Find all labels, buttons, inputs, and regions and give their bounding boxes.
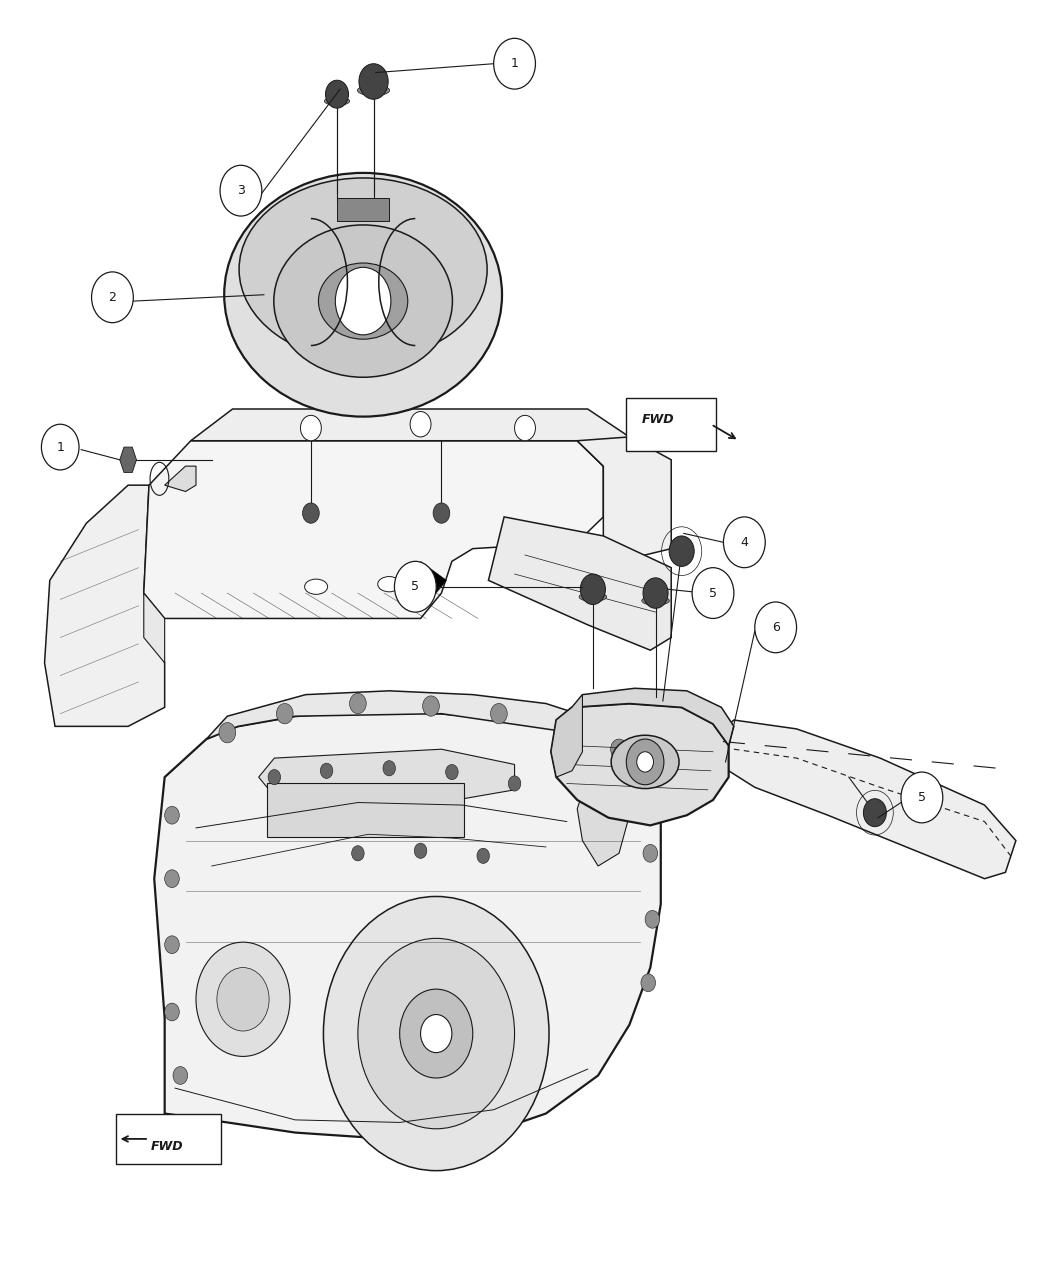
Circle shape (173, 1067, 188, 1084)
Polygon shape (488, 516, 671, 650)
Circle shape (421, 1015, 452, 1053)
Circle shape (395, 561, 436, 612)
Ellipse shape (304, 579, 328, 594)
Circle shape (514, 416, 536, 441)
Polygon shape (44, 486, 165, 727)
Text: FWD: FWD (642, 413, 674, 426)
Circle shape (335, 268, 391, 335)
Circle shape (611, 740, 627, 760)
Circle shape (165, 1003, 180, 1021)
Ellipse shape (357, 85, 390, 96)
Circle shape (755, 602, 797, 653)
Polygon shape (723, 720, 1016, 878)
Polygon shape (165, 467, 196, 492)
Ellipse shape (580, 593, 607, 602)
Circle shape (359, 64, 388, 99)
Text: 5: 5 (709, 586, 717, 599)
Circle shape (220, 166, 261, 215)
Polygon shape (572, 688, 734, 746)
Circle shape (723, 516, 765, 567)
Text: 2: 2 (108, 291, 117, 303)
Circle shape (217, 968, 269, 1031)
Polygon shape (258, 750, 514, 802)
Circle shape (643, 844, 657, 862)
Circle shape (640, 974, 655, 992)
Circle shape (423, 696, 439, 717)
FancyBboxPatch shape (267, 783, 464, 836)
Circle shape (165, 936, 180, 954)
Polygon shape (421, 561, 446, 599)
Text: 6: 6 (772, 621, 779, 634)
Circle shape (302, 502, 319, 523)
Circle shape (165, 870, 180, 887)
Circle shape (326, 80, 349, 108)
Circle shape (490, 704, 507, 724)
Text: 1: 1 (510, 57, 519, 70)
Circle shape (508, 776, 521, 790)
Circle shape (268, 770, 280, 784)
Ellipse shape (642, 597, 669, 606)
FancyBboxPatch shape (116, 1113, 222, 1164)
Circle shape (352, 845, 364, 861)
Circle shape (901, 773, 943, 822)
Polygon shape (578, 765, 629, 866)
Circle shape (494, 38, 536, 89)
Ellipse shape (318, 263, 407, 339)
Text: 3: 3 (237, 184, 245, 198)
Circle shape (196, 942, 290, 1057)
Circle shape (636, 752, 653, 773)
Ellipse shape (274, 224, 453, 377)
Circle shape (433, 502, 449, 523)
Circle shape (358, 938, 514, 1128)
Bar (337, 199, 390, 221)
Polygon shape (144, 441, 604, 618)
Polygon shape (207, 691, 650, 783)
Polygon shape (551, 704, 729, 825)
Polygon shape (120, 448, 136, 473)
Circle shape (91, 272, 133, 323)
Circle shape (559, 719, 575, 739)
Circle shape (445, 765, 458, 780)
Text: 4: 4 (740, 536, 749, 548)
Circle shape (400, 989, 472, 1077)
Circle shape (645, 910, 659, 928)
Circle shape (323, 896, 549, 1170)
Circle shape (383, 761, 396, 776)
Polygon shape (578, 437, 671, 561)
Polygon shape (551, 695, 583, 778)
Circle shape (350, 694, 366, 714)
Circle shape (411, 412, 430, 437)
Circle shape (669, 536, 694, 566)
Ellipse shape (378, 576, 401, 592)
Polygon shape (144, 593, 165, 663)
Ellipse shape (225, 173, 502, 417)
FancyBboxPatch shape (626, 398, 716, 451)
Circle shape (863, 798, 886, 826)
Ellipse shape (324, 97, 350, 106)
Text: 1: 1 (57, 441, 64, 454)
Circle shape (276, 704, 293, 724)
Circle shape (219, 723, 235, 743)
Polygon shape (191, 409, 629, 467)
Text: 5: 5 (918, 790, 926, 805)
Text: 5: 5 (412, 580, 419, 593)
Circle shape (300, 416, 321, 441)
Circle shape (165, 806, 180, 824)
Circle shape (692, 567, 734, 618)
Circle shape (477, 848, 489, 863)
Circle shape (41, 425, 79, 470)
Circle shape (581, 574, 606, 604)
Polygon shape (154, 711, 660, 1139)
Circle shape (415, 843, 426, 858)
Text: FWD: FWD (151, 1140, 184, 1154)
Circle shape (320, 764, 333, 779)
Circle shape (626, 740, 664, 784)
Ellipse shape (239, 179, 487, 361)
Ellipse shape (611, 736, 679, 788)
Circle shape (643, 578, 668, 608)
